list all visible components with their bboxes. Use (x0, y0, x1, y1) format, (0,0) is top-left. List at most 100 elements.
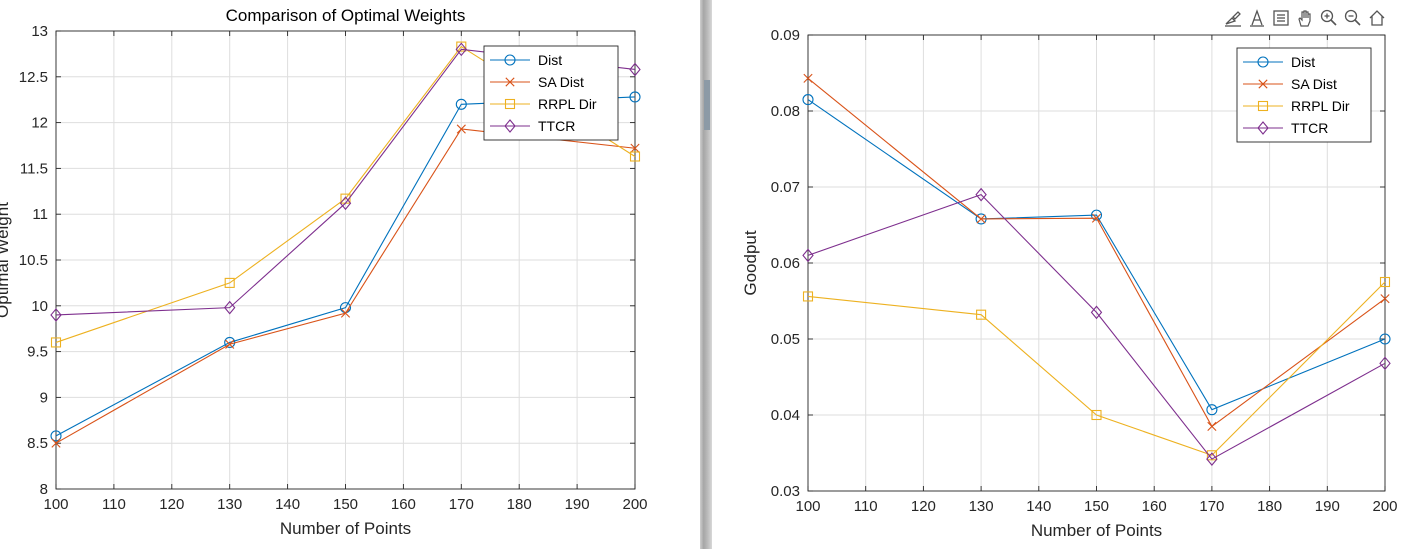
data-point (223, 300, 236, 315)
x-tick-label: 140 (1026, 498, 1051, 515)
data-point (1206, 452, 1218, 466)
x-tick-label: 100 (795, 498, 820, 515)
data-point (224, 277, 235, 288)
left-figure-window: 100 110 120 130 140 150 160 170 180 190 200 8 8.5 9 9.… (0, 0, 700, 549)
data-point (976, 214, 986, 224)
y-tick-label: 11.5 (20, 160, 48, 177)
right-figure-window: 100 110 120 130 140 150 160 170 180 190 200 0.03 0.0… (712, 0, 1416, 549)
legend-entry: RRPL Dir (538, 96, 597, 112)
brush-icon[interactable] (1222, 7, 1244, 29)
axes-toolbar (1222, 6, 1388, 30)
legend-entry: TTCR (1291, 120, 1328, 136)
y-tick-label: 0.04 (771, 407, 800, 424)
data-point (975, 187, 987, 202)
x-tick-label: 120 (911, 498, 936, 515)
y-tick-label: 8.5 (27, 435, 48, 452)
legend-entry: Dist (1291, 54, 1315, 70)
y-tick-label: 8 (40, 481, 48, 498)
data-point (1206, 450, 1217, 461)
legend-entry: SA Dist (538, 74, 584, 90)
y-tick-label: 13 (31, 23, 48, 40)
x-tick-label: 130 (969, 498, 994, 515)
data-point (1206, 404, 1218, 416)
y-axis-label: Goodput (741, 230, 760, 295)
data-point (1379, 356, 1391, 371)
legend-entry: SA Dist (1291, 76, 1337, 92)
x-tick-label: 110 (854, 498, 878, 515)
x-axis-label: Number of Points (280, 519, 411, 538)
legend-icon[interactable] (1270, 7, 1292, 29)
legend-entry: TTCR (538, 118, 575, 134)
x-tick-label: 170 (449, 496, 474, 513)
pan-icon[interactable] (1294, 7, 1316, 29)
zoom-in-icon[interactable] (1318, 7, 1340, 29)
x-axis-label: Number of Points (1031, 521, 1162, 540)
data-point (340, 308, 351, 318)
legend-marker (1257, 121, 1269, 135)
series-line (807, 281, 1386, 456)
x-tick-label: 170 (1199, 498, 1224, 515)
data-point (802, 94, 814, 106)
data-point (1091, 213, 1102, 223)
data-point (1091, 409, 1102, 421)
series-ttcr (802, 187, 1391, 466)
y-tick-label: 0.03 (771, 483, 800, 500)
home-icon[interactable] (1366, 7, 1388, 29)
x-tick-label: 140 (275, 496, 300, 513)
x-tick-label: 160 (391, 496, 416, 513)
data-point (630, 143, 640, 153)
data-point (1380, 294, 1390, 304)
data-point (50, 430, 62, 442)
chart-title: Comparison of Optimal Weights (226, 6, 466, 25)
data-point (50, 308, 62, 322)
data-point (455, 98, 467, 110)
data-point (455, 42, 468, 57)
data-point (456, 41, 467, 52)
y-tick-label: 10 (31, 298, 48, 315)
x-tick-label: 130 (217, 496, 242, 513)
y-tick-label: 12.5 (19, 69, 48, 86)
legend-marker (1257, 100, 1269, 112)
data-point (339, 196, 352, 211)
series-sa-dist (803, 73, 1390, 431)
x-tick-label: 150 (333, 496, 358, 513)
legend-marker (504, 119, 516, 133)
legend-marker (504, 54, 516, 66)
data-point (1379, 333, 1391, 345)
series-line (807, 99, 1386, 411)
optimal-weights-chart: 100 110 120 130 140 150 160 170 180 190 200 8 8.5 9 9.… (0, 6, 648, 538)
y-tick-label: 9.5 (27, 344, 48, 361)
y-tick-label: 0.08 (771, 103, 800, 120)
data-point (802, 291, 814, 302)
data-point (456, 124, 466, 134)
x-tick-label: 190 (1315, 498, 1340, 515)
data-point (976, 309, 987, 320)
data-point (803, 73, 813, 83)
series-line (807, 193, 1386, 460)
y-tick-label: 10.5 (19, 252, 48, 269)
legend-marker (1258, 79, 1268, 89)
x-tick-label: 180 (507, 496, 532, 513)
x-tick-label: 110 (102, 496, 126, 513)
data-point (225, 339, 235, 349)
data-point (1090, 209, 1103, 221)
data-point (50, 337, 62, 348)
legend-marker (1257, 56, 1269, 68)
zoom-out-icon[interactable] (1342, 7, 1364, 29)
series-rrpl-dir (802, 276, 1391, 461)
legend-entry: RRPL Dir (1291, 98, 1350, 114)
y-axis-label: Optimal Weight (0, 202, 12, 318)
window-divider (700, 0, 712, 549)
legend-entry: Dist (538, 52, 562, 68)
data-point (629, 91, 641, 103)
x-tick-label: 100 (43, 496, 68, 513)
y-tick-label: 12 (31, 115, 48, 132)
data-point (802, 248, 814, 263)
data-point (1379, 276, 1391, 288)
y-tick-label: 0.06 (771, 255, 800, 272)
x-tick-label: 190 (565, 496, 590, 513)
x-tick-label: 200 (1372, 498, 1397, 515)
y-tick-label: 0.09 (771, 27, 800, 44)
data-point (51, 438, 61, 448)
data-tips-icon[interactable] (1246, 7, 1268, 29)
